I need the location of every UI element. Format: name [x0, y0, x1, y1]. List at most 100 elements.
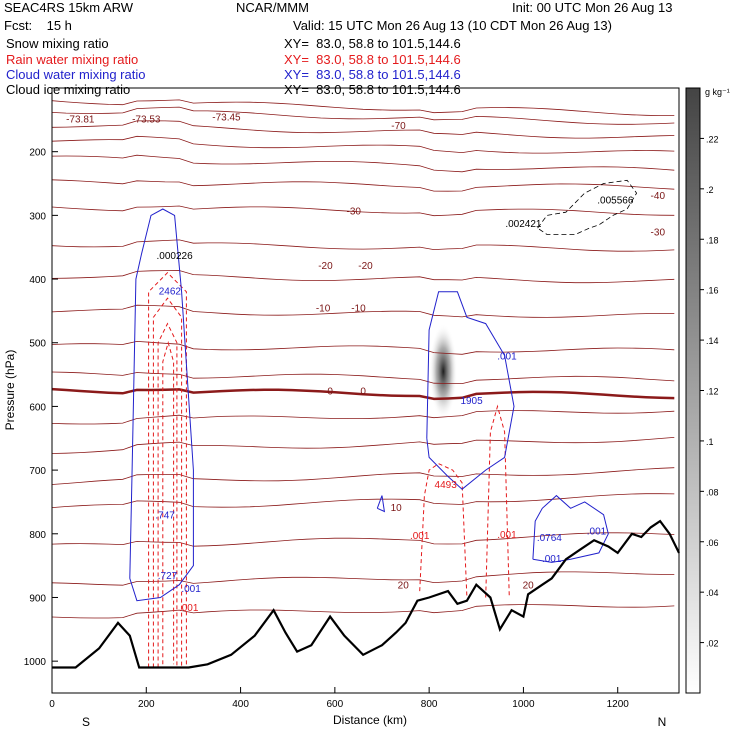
- y-axis-label: Pressure (hPa): [3, 350, 17, 431]
- max-value-label: .001: [410, 531, 430, 542]
- colorbar-tick-label: .02: [706, 639, 719, 649]
- org-label: NCAR/MMM: [236, 0, 309, 15]
- colorbar-tick-label: .08: [706, 487, 719, 497]
- field-rain-xy: XY= 83.0, 58.8 to 101.5,144.6: [284, 52, 461, 67]
- colorbar-tick-label: .12: [706, 387, 719, 397]
- isotherm-contour: [51, 106, 675, 125]
- x-tick-label: 600: [327, 699, 344, 710]
- isotherm-label: -30: [346, 206, 361, 217]
- colorbar-tick-label: .18: [706, 235, 719, 245]
- x-tick-label: 400: [232, 699, 249, 710]
- isotherm-label: 0: [360, 387, 366, 398]
- colorbar-tick-label: .1: [706, 437, 714, 447]
- x-tick-label: 1200: [607, 699, 630, 710]
- forecast-hour: Fcst: 15 h: [4, 18, 72, 33]
- y-tick-label: 800: [29, 530, 46, 541]
- y-tick-label: 400: [29, 275, 46, 286]
- isotherm-contour: [51, 467, 675, 485]
- isotherm-contour: [51, 410, 675, 425]
- isotherm-contour: [51, 205, 675, 217]
- isotherm-contour: [51, 304, 675, 318]
- isotherm-label: -10: [316, 304, 331, 315]
- max-value-label: 4493: [435, 480, 458, 491]
- max-value-label: .001: [181, 584, 201, 595]
- rain-water-contour: [152, 297, 183, 668]
- x-tick-label: 200: [138, 699, 155, 710]
- x-tick-label: 1000: [512, 699, 535, 710]
- isotherm-contour: [51, 340, 675, 355]
- max-value-label: .005566: [597, 195, 634, 206]
- y-tick-label: 600: [29, 402, 46, 413]
- isotherm-contour: [51, 120, 675, 139]
- colorbar-tick-label: .2: [706, 185, 714, 195]
- rain-water-contour: [162, 340, 175, 665]
- isotherm-contour: [51, 239, 675, 252]
- rain-water-contour: [148, 271, 187, 668]
- colorbar-tick-label: .22: [706, 134, 719, 144]
- init-time: Init: 00 UTC Mon 26 Aug 13: [512, 0, 673, 15]
- max-value-label: .001: [542, 554, 562, 565]
- cloud-ice-shading: [429, 323, 458, 420]
- y-tick-label: 300: [29, 211, 46, 222]
- model-title: SEAC4RS 15km ARW: [4, 0, 134, 15]
- isotherm-contour: [51, 604, 675, 619]
- x-tick-label: 0: [49, 699, 55, 710]
- x-axis-label: Distance (km): [333, 713, 407, 727]
- isotherm-label: -20: [358, 261, 373, 272]
- isotherm-label: 0: [327, 387, 333, 398]
- max-value-label: .001: [179, 603, 199, 614]
- rain-water-contour: [157, 322, 178, 668]
- field-cloud-ice-label: Cloud ice mixing ratio: [6, 82, 131, 97]
- colorbar: [685, 87, 701, 694]
- isotherm-contour: [51, 135, 675, 154]
- rain-water-contour: [485, 404, 510, 598]
- max-value-label: .001: [497, 530, 517, 541]
- max-value-label: .0764: [537, 533, 562, 544]
- max-value-label: .747: [155, 511, 175, 522]
- max-value-label: .001: [587, 527, 607, 538]
- colorbar-unit: g kg⁻¹: [705, 87, 730, 97]
- isotherm-label: -70: [391, 121, 406, 132]
- isotherm-label: 20: [523, 581, 535, 592]
- isotherm-label: -40: [651, 191, 666, 202]
- x-tick-label: 800: [421, 699, 438, 710]
- max-value-label: .000226: [156, 251, 193, 262]
- cloud-water-contour: [426, 291, 515, 490]
- isotherm-contour: [51, 270, 675, 284]
- isotherm-label: 20: [398, 581, 410, 592]
- field-rain-label: Rain water mixing ratio: [6, 52, 139, 67]
- x-end-south: S: [82, 715, 90, 729]
- isotherm-label: -73.45: [212, 113, 241, 124]
- cloud-water-contour: [129, 208, 194, 602]
- isotherm-label: 10: [391, 503, 403, 514]
- isotherm-contour: [51, 571, 675, 586]
- field-snow-xy: XY= 83.0, 58.8 to 101.5,144.6: [284, 36, 461, 51]
- field-snow-label: Snow mixing ratio: [6, 36, 109, 51]
- isotherm-label: -10: [351, 304, 366, 315]
- isotherm-contour: [51, 532, 675, 547]
- plot-frame: [51, 87, 680, 694]
- max-value-label: 2462: [159, 287, 182, 298]
- isotherm-contour: [51, 437, 675, 454]
- cloud-water-contour: [532, 494, 609, 563]
- isotherm-contour: [51, 179, 675, 192]
- colorbar-tick-label: .14: [706, 336, 719, 346]
- max-value-label: 1905: [460, 396, 483, 407]
- valid-time: Valid: 15 UTC Mon 26 Aug 13 (10 CDT Mon …: [293, 18, 612, 33]
- max-value-label: .727: [158, 571, 178, 582]
- y-tick-label: 200: [29, 148, 46, 159]
- field-cloud-water-xy: XY= 83.0, 58.8 to 101.5,144.6: [284, 67, 461, 82]
- y-tick-label: 1000: [24, 657, 47, 668]
- colorbar-tick-label: .06: [706, 538, 719, 548]
- field-cloud-water-label: Cloud water mixing ratio: [6, 67, 146, 82]
- isotherm-label: -20: [318, 261, 333, 272]
- field-cloud-ice-xy: XY= 83.0, 58.8 to 101.5,144.6: [284, 82, 461, 97]
- isotherm-label: -73.53: [132, 115, 161, 126]
- rain-water-contour: [419, 463, 468, 598]
- max-value-label: .002421: [505, 219, 542, 230]
- cloud-ice-contour: [537, 179, 638, 235]
- y-tick-label: 900: [29, 593, 46, 604]
- colorbar-tick-label: .16: [706, 286, 719, 296]
- cloud-water-contour: [376, 495, 386, 513]
